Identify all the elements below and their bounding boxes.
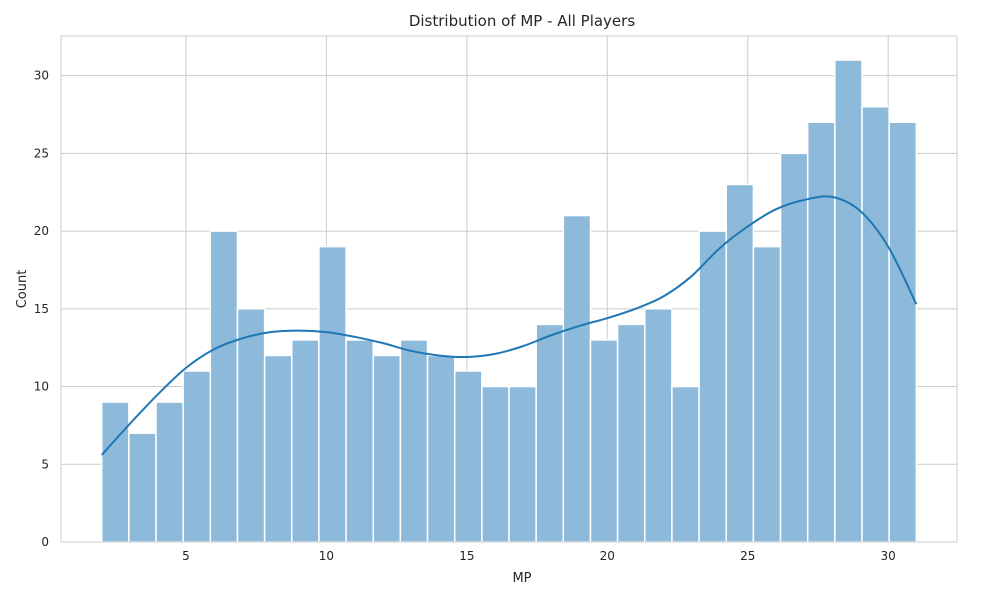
- histogram-bar: [616, 323, 646, 543]
- histogram-bar: [291, 339, 320, 543]
- histogram-bar: [698, 230, 727, 543]
- histogram-bar: [806, 121, 836, 543]
- x-axis-ticks: 5 10 15 20 25 30: [182, 549, 896, 563]
- histogram-bar: [752, 245, 782, 543]
- histogram-bar: [399, 339, 429, 543]
- histogram-bar: [100, 401, 130, 543]
- histogram-bar: [182, 370, 212, 543]
- y-tick-label: 10: [34, 380, 49, 394]
- histogram-bar: [671, 385, 700, 543]
- y-axis-ticks: 0 5 10 15 20 25 30: [34, 69, 49, 549]
- y-tick-label: 20: [34, 224, 49, 238]
- histogram-bar: [155, 401, 184, 543]
- histogram-bar: [453, 370, 483, 543]
- y-tick-label: 0: [41, 535, 49, 549]
- histogram-bar: [481, 385, 510, 543]
- histogram-bar: [861, 105, 890, 543]
- histogram-bar: [128, 432, 157, 543]
- x-tick-label: 15: [459, 549, 474, 563]
- histogram-bar: [372, 354, 402, 543]
- x-tick-label: 20: [600, 549, 615, 563]
- x-tick-label: 5: [182, 549, 190, 563]
- histogram-bar: [508, 385, 537, 543]
- histogram-bar: [535, 323, 565, 543]
- histogram-bar: [589, 339, 619, 543]
- y-tick-label: 25: [34, 146, 49, 160]
- chart-title: Distribution of MP - All Players: [409, 12, 635, 30]
- histogram-bar: [263, 354, 293, 543]
- x-tick-label: 30: [881, 549, 896, 563]
- histogram-bar: [426, 354, 456, 543]
- histogram-bar: [644, 308, 673, 543]
- plot-frame: [60, 35, 958, 543]
- kde-curve: [100, 195, 918, 456]
- x-tick-label: 10: [319, 549, 334, 563]
- histogram-bar: [888, 121, 918, 543]
- histogram-bar: [562, 214, 592, 543]
- x-tick-label: 25: [740, 549, 755, 563]
- y-axis-label: Count: [15, 270, 30, 309]
- histogram-bar: [345, 339, 375, 543]
- x-axis-label: MP: [512, 571, 531, 586]
- histogram-bars: [100, 59, 918, 543]
- histogram-bar: [236, 308, 266, 543]
- histogram-bar: [834, 59, 863, 543]
- y-tick-label: 15: [34, 302, 49, 316]
- histogram-bar: [318, 245, 347, 543]
- histogram-bar: [209, 230, 239, 543]
- y-tick-label: 5: [41, 457, 49, 471]
- y-tick-label: 30: [34, 69, 49, 83]
- histogram-bar: [779, 152, 809, 543]
